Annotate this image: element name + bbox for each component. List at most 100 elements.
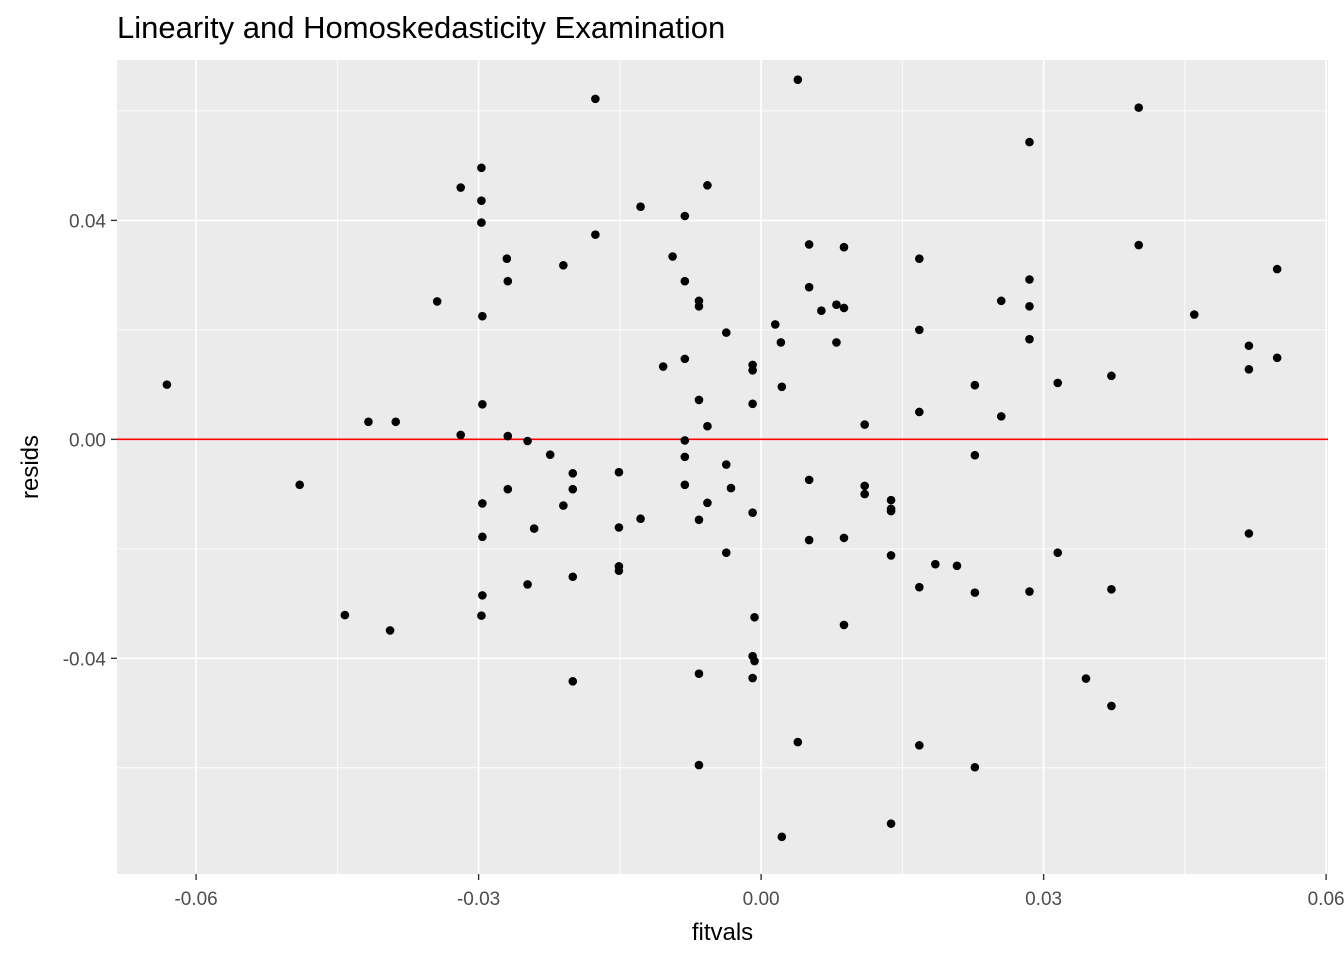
data-point [886,495,896,505]
data-point [680,452,690,462]
data-point [721,548,731,557]
data-point [726,483,736,493]
data-point [996,412,1006,421]
minor-grid [117,60,1328,874]
data-point [477,163,486,173]
data-point [703,421,712,431]
data-point [839,533,849,543]
data-point [529,524,539,533]
data-point [750,612,759,622]
data-point [658,362,668,371]
data-point [1053,548,1063,557]
data-point [502,254,512,264]
data-point [748,673,757,683]
data-point [1025,137,1034,147]
data-point [748,399,757,409]
data-point [668,252,677,261]
y-axis-title: resids [17,435,44,499]
data-point [503,276,513,286]
data-point [915,407,924,417]
data-point [478,499,487,508]
data-point [839,303,849,313]
data-point [680,276,690,286]
data-point [703,181,712,190]
data-point [886,506,896,516]
data-point [568,484,578,494]
data-point [614,566,624,576]
data-point [1107,701,1116,711]
data-point [721,328,731,337]
data-point [804,535,814,545]
data-point [636,202,645,212]
data-point [680,354,690,364]
data-point [996,296,1006,306]
data-point [545,450,555,459]
data-point [1134,240,1144,250]
data-point [793,75,803,85]
plot-panel [117,60,1328,874]
data-point [559,501,568,510]
x-axis: -0.06 -0.03 0.00 0.03 0.06 [174,874,1344,910]
data-point [1081,674,1091,683]
data-point [295,480,304,490]
data-point [832,300,841,309]
data-point [817,306,826,316]
data-point [680,211,690,221]
data-point [952,561,962,571]
y-tick-label: 0.00 [69,430,106,451]
data-point [776,338,786,347]
data-point [503,431,513,441]
data-point [636,514,645,524]
data-point [477,611,486,620]
data-point [364,417,373,427]
data-point [478,400,487,409]
data-point [886,551,896,560]
data-point [385,626,395,635]
data-point [1244,529,1254,538]
data-point [432,297,442,306]
data-point [523,580,532,589]
data-point [804,240,814,249]
data-point [931,559,940,569]
data-point [839,620,849,630]
data-point [391,417,401,427]
data-point [680,436,690,445]
x-tick-label: -0.06 [174,889,217,910]
data-point [777,382,787,392]
data-point [1272,264,1282,274]
data-point [970,762,980,772]
data-point [793,737,803,747]
data-point [568,572,578,582]
data-point [591,230,600,239]
x-tick-label: -0.03 [457,889,500,910]
data-point [478,591,487,600]
data-point [1107,585,1116,594]
data-point [839,242,849,252]
data-point [478,532,487,542]
data-point [750,656,759,666]
data-point [680,480,690,490]
data-point [915,741,924,750]
data-point [1189,310,1199,319]
data-point [1244,364,1254,374]
data-point [1053,378,1063,388]
data-point [340,610,350,620]
data-point [568,468,578,478]
data-point [503,484,513,494]
data-point [970,588,980,597]
data-point [860,489,869,499]
data-point [614,523,624,532]
x-tick-label: 0.03 [1025,889,1062,910]
data-point [591,94,600,104]
data-point [694,395,704,405]
data-point [477,196,486,205]
data-point [777,832,787,842]
data-point [860,481,869,491]
data-point [970,450,980,460]
data-point [886,819,896,828]
data-point [162,380,172,389]
data-point [694,669,704,678]
x-axis-title: fitvals [692,919,753,946]
data-point [1025,334,1034,344]
